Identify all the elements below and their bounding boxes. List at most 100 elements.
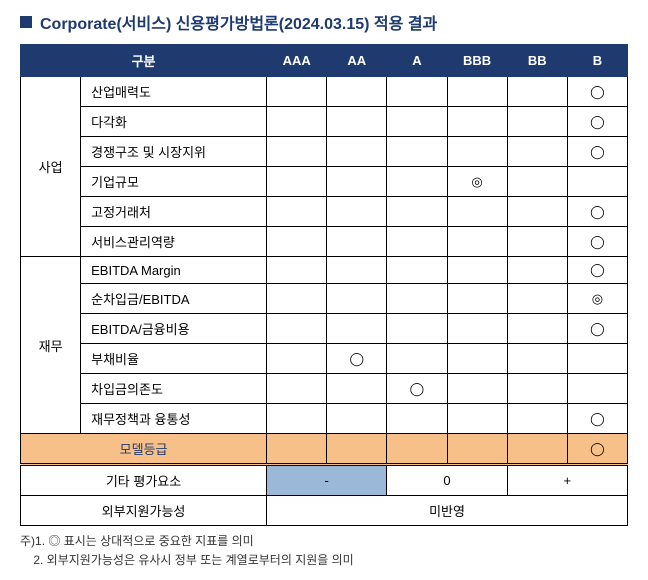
mark-cell: [267, 257, 327, 284]
mark-cell: [507, 257, 567, 284]
mark-cell: [507, 107, 567, 137]
row-label: 차입금의존도: [81, 374, 267, 404]
table-row: 사업 산업매력도 ◯: [21, 77, 628, 107]
mark-cell: [387, 314, 447, 344]
mark-cell: [447, 227, 507, 257]
mark-cell: [387, 77, 447, 107]
mark-cell: [447, 284, 507, 314]
other-value: +: [507, 465, 627, 496]
mark-cell: [387, 404, 447, 434]
mark-cell: ◯: [567, 137, 627, 167]
mark-cell: [447, 374, 507, 404]
model-label: 모델등급: [21, 434, 267, 465]
mark-cell: [447, 197, 507, 227]
mark-cell: [327, 314, 387, 344]
mark-cell: [447, 434, 507, 465]
mark-cell: ◯: [567, 227, 627, 257]
row-label: 재무정책과 융통성: [81, 404, 267, 434]
mark-cell: [447, 257, 507, 284]
mark-cell: [387, 344, 447, 374]
title-row: Corporate(서비스) 신용평가방법론(2024.03.15) 적용 결과: [20, 10, 628, 34]
other-row: 기타 평가요소 - 0 +: [21, 465, 628, 496]
mark-cell: [327, 257, 387, 284]
mark-cell: ◯: [567, 77, 627, 107]
table-row: 서비스관리역량 ◯: [21, 227, 628, 257]
row-label: 순차입금/EBITDA: [81, 284, 267, 314]
table-row: 기업규모 ◎: [21, 167, 628, 197]
mark-cell: ◯: [567, 257, 627, 284]
table-row: 경쟁구조 및 시장지위 ◯: [21, 137, 628, 167]
mark-cell: ◎: [447, 167, 507, 197]
row-label: 다각화: [81, 107, 267, 137]
header-grade: BBB: [447, 45, 507, 77]
mark-cell: [267, 374, 327, 404]
mark-cell: [327, 374, 387, 404]
mark-cell: [507, 227, 567, 257]
table-row: 부채비율 ◯: [21, 344, 628, 374]
mark-cell: [267, 107, 327, 137]
header-grade: AAA: [267, 45, 327, 77]
footnote-line: 주)1. ◎ 표시는 상대적으로 중요한 지표를 의미: [20, 532, 628, 551]
mark-cell: ◯: [567, 404, 627, 434]
mark-cell: [507, 404, 567, 434]
header-row: 구분 AAA AA A BBB BB B: [21, 45, 628, 77]
mark-cell: ◯: [567, 434, 627, 465]
support-row: 외부지원가능성 미반영: [21, 496, 628, 526]
mark-cell: [507, 284, 567, 314]
mark-cell: [267, 344, 327, 374]
table-row: 다각화 ◯: [21, 107, 628, 137]
title-square-icon: [20, 16, 32, 28]
table-row: 차입금의존도 ◯: [21, 374, 628, 404]
mark-cell: [267, 434, 327, 465]
mark-cell: [387, 227, 447, 257]
row-label: EBITDA Margin: [81, 257, 267, 284]
mark-cell: [267, 314, 327, 344]
mark-cell: [567, 167, 627, 197]
mark-cell: [327, 404, 387, 434]
header-grade: BB: [507, 45, 567, 77]
mark-cell: [507, 197, 567, 227]
model-row: 모델등급 ◯: [21, 434, 628, 465]
row-label: EBITDA/금융비용: [81, 314, 267, 344]
mark-cell: [447, 77, 507, 107]
mark-cell: ◎: [567, 284, 627, 314]
table-row: 재무정책과 융통성 ◯: [21, 404, 628, 434]
mark-cell: ◯: [567, 107, 627, 137]
mark-cell: [507, 137, 567, 167]
header-grade: A: [387, 45, 447, 77]
mark-cell: ◯: [567, 197, 627, 227]
table-row: 고정거래처 ◯: [21, 197, 628, 227]
row-label: 경쟁구조 및 시장지위: [81, 137, 267, 167]
mark-cell: [387, 167, 447, 197]
mark-cell: [327, 77, 387, 107]
mark-cell: [387, 107, 447, 137]
mark-cell: [267, 77, 327, 107]
mark-cell: [567, 374, 627, 404]
support-label: 외부지원가능성: [21, 496, 267, 526]
mark-cell: [387, 434, 447, 465]
row-label: 산업매력도: [81, 77, 267, 107]
header-category: 구분: [21, 45, 267, 77]
mark-cell: [447, 344, 507, 374]
mark-cell: [387, 284, 447, 314]
mark-cell: [387, 197, 447, 227]
mark-cell: [327, 434, 387, 465]
table-row: 재무 EBITDA Margin ◯: [21, 257, 628, 284]
mark-cell: [267, 404, 327, 434]
row-label: 기업규모: [81, 167, 267, 197]
footnotes: 주)1. ◎ 표시는 상대적으로 중요한 지표를 의미 2. 외부지원가능성은 …: [20, 532, 628, 570]
footnote-line: 2. 외부지원가능성은 유사시 정부 또는 계열로부터의 지원을 의미: [20, 551, 628, 570]
mark-cell: [507, 77, 567, 107]
mark-cell: ◯: [327, 344, 387, 374]
mark-cell: [327, 284, 387, 314]
row-label: 부채비율: [81, 344, 267, 374]
mark-cell: ◯: [387, 374, 447, 404]
other-value: 0: [387, 465, 507, 496]
row-label: 고정거래처: [81, 197, 267, 227]
mark-cell: [507, 167, 567, 197]
mark-cell: [327, 167, 387, 197]
header-grade: B: [567, 45, 627, 77]
mark-cell: [447, 107, 507, 137]
category-fin: 재무: [21, 257, 81, 434]
row-label: 서비스관리역량: [81, 227, 267, 257]
